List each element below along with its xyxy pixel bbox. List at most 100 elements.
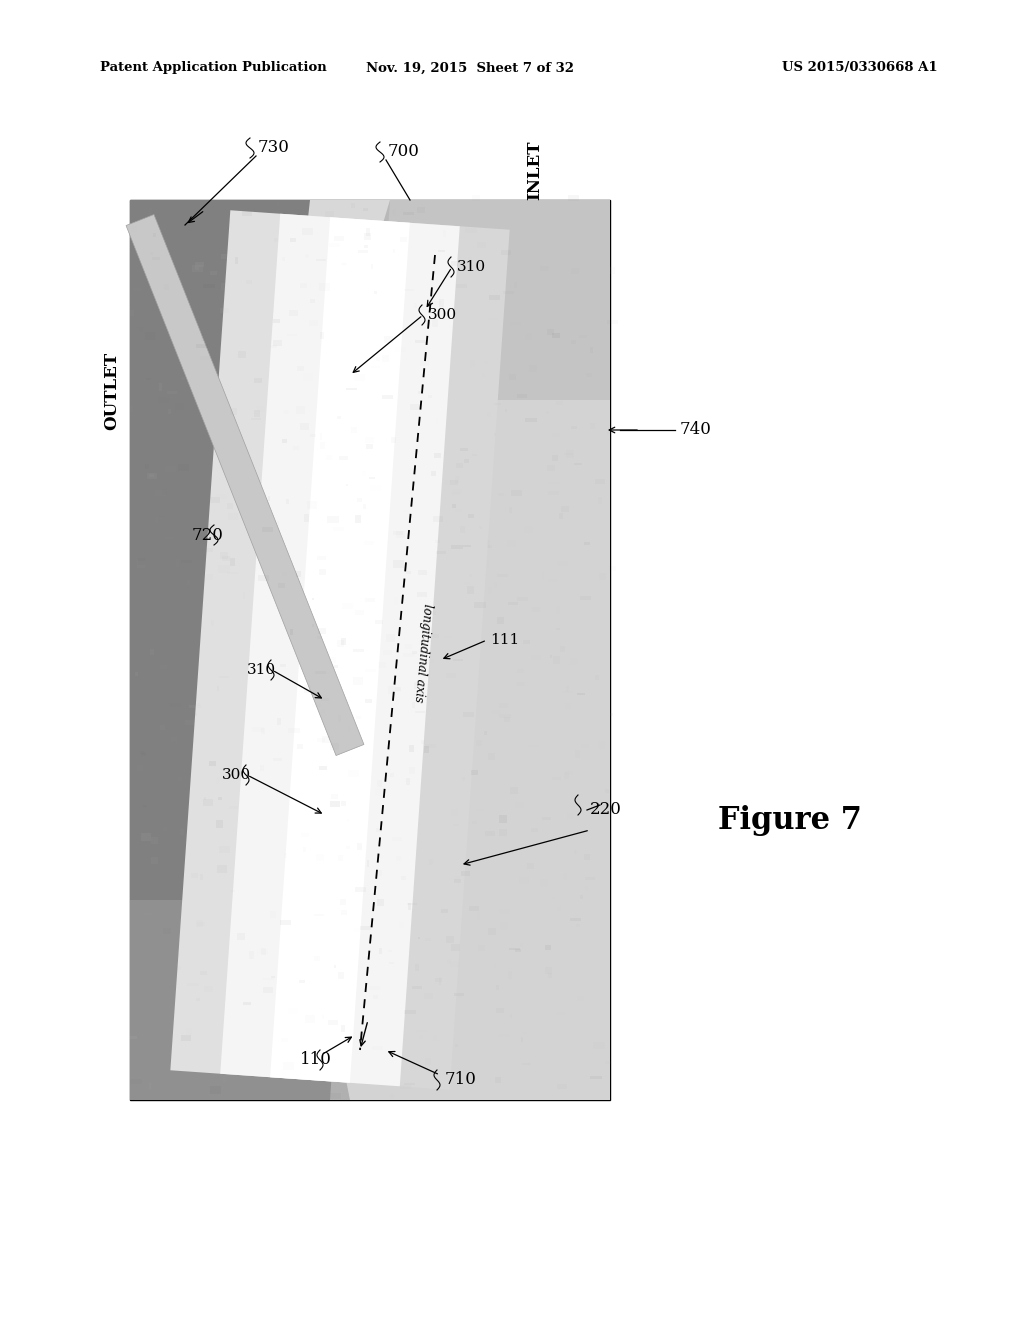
Bar	[281, 664, 286, 668]
Bar	[230, 558, 234, 566]
Bar	[479, 527, 482, 529]
Bar	[130, 309, 134, 315]
Bar	[143, 805, 147, 808]
Bar	[451, 809, 458, 816]
Bar	[497, 618, 504, 624]
Bar	[163, 828, 167, 830]
Bar	[509, 374, 516, 380]
Bar	[505, 409, 507, 412]
Bar	[492, 710, 501, 714]
Bar	[202, 574, 213, 579]
Bar	[509, 948, 519, 950]
Bar	[399, 921, 403, 928]
Bar	[273, 319, 280, 322]
Bar	[372, 1045, 383, 1051]
Bar	[567, 813, 573, 820]
Bar	[454, 875, 460, 882]
Bar	[217, 686, 219, 690]
Bar	[367, 228, 370, 235]
Bar	[569, 657, 578, 665]
Bar	[564, 453, 573, 455]
Bar	[342, 602, 353, 609]
Bar	[164, 655, 175, 657]
Bar	[548, 578, 558, 582]
Bar	[210, 1086, 221, 1094]
Bar	[474, 602, 486, 607]
Bar	[150, 648, 154, 655]
Bar	[148, 1082, 151, 1090]
Bar	[415, 964, 420, 970]
Bar	[488, 545, 492, 548]
Bar	[315, 671, 326, 675]
Bar	[243, 591, 245, 599]
Bar	[578, 995, 584, 1001]
Bar	[204, 800, 213, 805]
Bar	[367, 445, 374, 449]
Bar	[164, 284, 169, 290]
Bar	[199, 548, 206, 554]
Bar	[180, 829, 183, 834]
Text: INLET: INLET	[526, 140, 544, 201]
Bar	[176, 965, 180, 970]
Bar	[196, 920, 204, 927]
Bar	[316, 854, 324, 862]
Bar	[300, 424, 309, 430]
Bar	[174, 566, 183, 569]
Bar	[505, 717, 510, 722]
Bar	[433, 516, 443, 521]
Bar	[309, 319, 317, 326]
Bar	[531, 828, 539, 833]
Bar	[379, 870, 382, 876]
Bar	[194, 606, 205, 609]
Bar	[252, 727, 263, 733]
Bar	[367, 861, 370, 867]
Bar	[303, 847, 306, 853]
Bar	[354, 610, 364, 615]
Bar	[219, 676, 229, 678]
Bar	[497, 574, 508, 577]
Bar	[468, 515, 474, 517]
Bar	[218, 565, 230, 573]
Bar	[463, 545, 471, 548]
Bar	[483, 362, 488, 364]
Bar	[326, 455, 332, 461]
Bar	[176, 260, 184, 261]
Bar	[323, 1014, 325, 1019]
Bar	[569, 917, 581, 920]
Bar	[364, 246, 369, 248]
Bar	[455, 475, 459, 483]
Bar	[144, 463, 148, 470]
Bar	[467, 586, 474, 594]
Bar	[329, 1020, 338, 1026]
Polygon shape	[130, 201, 310, 1100]
Polygon shape	[270, 218, 410, 1082]
Bar	[542, 817, 551, 820]
Bar	[220, 552, 228, 558]
Polygon shape	[220, 214, 460, 1086]
Bar	[341, 801, 346, 805]
Bar	[494, 433, 496, 436]
Bar	[496, 1077, 501, 1084]
Bar	[499, 702, 508, 709]
Bar	[169, 702, 181, 708]
Bar	[200, 470, 211, 475]
Bar	[203, 548, 213, 552]
Bar	[410, 744, 414, 752]
Bar	[556, 628, 560, 631]
Bar	[429, 859, 433, 865]
Bar	[251, 418, 261, 420]
Bar	[348, 726, 350, 731]
Bar	[481, 372, 485, 376]
Bar	[587, 372, 592, 378]
Bar	[164, 566, 171, 574]
Bar	[418, 937, 420, 940]
Bar	[435, 540, 440, 543]
Bar	[354, 375, 366, 381]
Bar	[438, 298, 444, 306]
Bar	[222, 556, 229, 561]
Bar	[221, 255, 226, 259]
Bar	[373, 995, 378, 999]
Bar	[452, 545, 463, 549]
Bar	[297, 572, 301, 577]
Bar	[271, 975, 275, 978]
